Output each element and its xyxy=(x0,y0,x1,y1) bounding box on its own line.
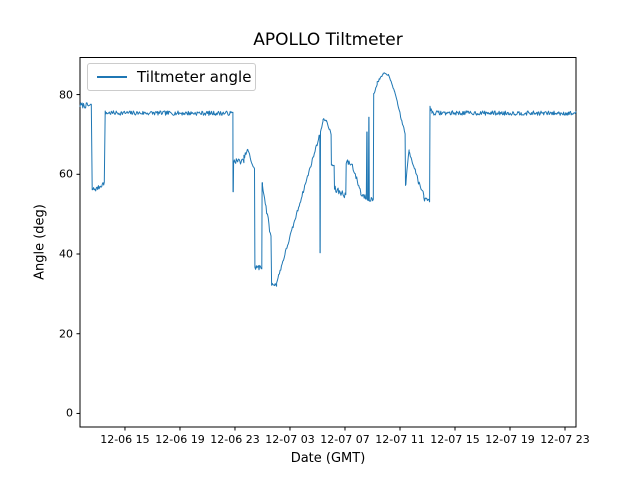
axes-frame xyxy=(79,57,577,428)
y-tick-label: 40 xyxy=(59,247,73,261)
x-axis-label: Date (GMT) xyxy=(290,451,366,466)
x-tick-label: 12-07 11 xyxy=(375,433,425,446)
x-tick-label: 12-07 15 xyxy=(430,433,480,446)
y-tick-label: 80 xyxy=(59,88,73,102)
x-tick-label: 12-07 23 xyxy=(540,433,590,446)
x-tick-label: 12-06 19 xyxy=(155,433,205,446)
chart-title: APOLLO Tiltmeter xyxy=(253,30,403,50)
x-tick-label: 12-06 15 xyxy=(100,433,150,446)
y-tick-label: 20 xyxy=(59,327,73,341)
legend-line-sample xyxy=(97,76,127,78)
x-tick-label: 12-06 23 xyxy=(210,433,260,446)
y-tick-label: 60 xyxy=(59,167,73,181)
legend: Tiltmeter angle xyxy=(87,63,256,91)
x-tick-label: 12-07 19 xyxy=(485,433,535,446)
x-tick-label: 12-07 03 xyxy=(265,433,315,446)
legend-label: Tiltmeter angle xyxy=(137,68,252,86)
x-tick-label: 12-07 07 xyxy=(320,433,370,446)
y-tick-label: 0 xyxy=(66,406,73,420)
tiltmeter-angle-line xyxy=(79,72,577,287)
